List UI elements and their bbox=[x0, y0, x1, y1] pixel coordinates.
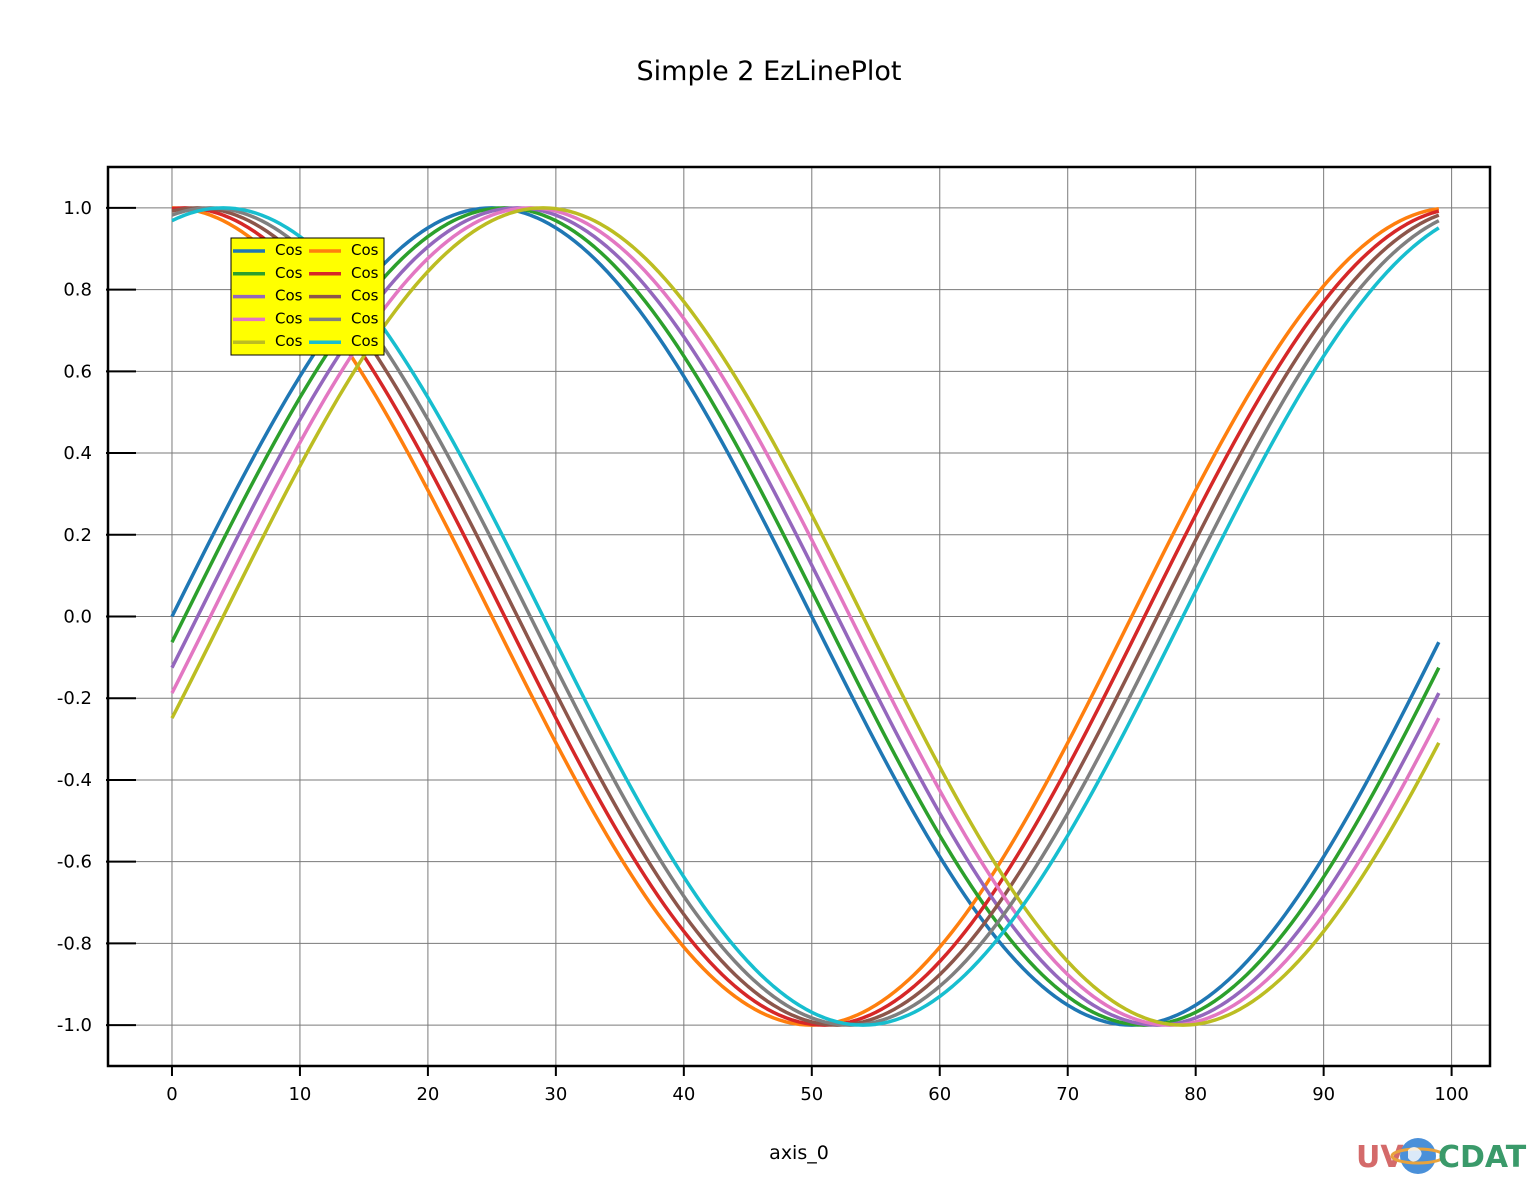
y-tick-label: 0.8 bbox=[63, 280, 92, 301]
x-tick-label: 40 bbox=[672, 1084, 695, 1105]
x-axis-label: axis_0 bbox=[769, 1142, 829, 1164]
legend-label: Cos bbox=[351, 309, 379, 327]
chart-title: Simple 2 EzLinePlot bbox=[637, 56, 902, 87]
legend-label: Cos bbox=[351, 241, 379, 259]
y-tick-label: -1.0 bbox=[57, 1015, 92, 1036]
legend-label: Cos bbox=[275, 287, 303, 305]
y-tick-label: 0.6 bbox=[63, 361, 92, 382]
grid bbox=[108, 167, 1490, 1066]
y-tick-label: -0.4 bbox=[57, 770, 92, 791]
legend: Cos Cos Cos Cos Cos Cos Cos Cos Cos Cos bbox=[230, 237, 385, 356]
x-tick-label: 80 bbox=[1184, 1084, 1207, 1105]
x-tick-label: 70 bbox=[1056, 1084, 1079, 1105]
uvcdat-logo: UV CDAT bbox=[1356, 1138, 1527, 1175]
x-tick-label: 60 bbox=[928, 1084, 951, 1105]
x-tick-label: 0 bbox=[166, 1084, 177, 1105]
series-line-4 bbox=[171, 206, 1440, 1027]
x-tick-label: 10 bbox=[288, 1084, 311, 1105]
legend-label: Cos bbox=[351, 264, 379, 282]
x-tick-label: 50 bbox=[800, 1084, 823, 1105]
y-tick-label: -0.8 bbox=[57, 933, 92, 954]
axis-ticks: 0 10 20 30 40 50 60 70 80 90 100 1.0 0.8 0.6 0.4 0.2 0.0… bbox=[57, 198, 1469, 1105]
legend-label: Cos bbox=[275, 241, 303, 259]
logo-text-uv: UV bbox=[1356, 1140, 1404, 1175]
globe-icon bbox=[1390, 1138, 1446, 1174]
y-tick-label: 0.4 bbox=[63, 443, 92, 464]
legend-label: Cos bbox=[351, 287, 379, 305]
y-tick-label: 0.2 bbox=[63, 525, 92, 546]
y-tick-label: -0.6 bbox=[57, 852, 92, 873]
y-tick-label: 1.0 bbox=[63, 198, 92, 219]
x-tick-label: 30 bbox=[544, 1084, 567, 1105]
y-tick-label: -0.2 bbox=[57, 688, 92, 709]
legend-label: Cos bbox=[275, 264, 303, 282]
legend-label: Cos bbox=[275, 309, 303, 327]
y-tick-label: 0.0 bbox=[63, 607, 92, 628]
logo-text-cdat: CDAT bbox=[1438, 1140, 1527, 1175]
x-tick-label: 100 bbox=[1434, 1084, 1468, 1105]
x-tick-label: 20 bbox=[416, 1084, 439, 1105]
legend-label: Cos bbox=[275, 332, 303, 350]
x-tick-label: 90 bbox=[1312, 1084, 1335, 1105]
legend-label: Cos bbox=[351, 332, 379, 350]
series-line-6 bbox=[171, 206, 1440, 1027]
